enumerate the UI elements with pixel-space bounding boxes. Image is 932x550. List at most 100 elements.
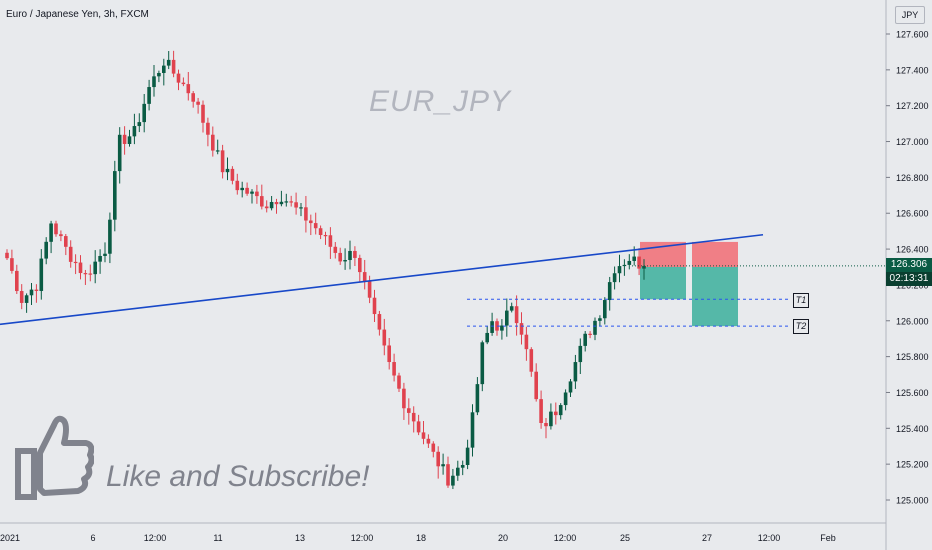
candle-body bbox=[588, 333, 592, 335]
candle-body bbox=[632, 256, 636, 261]
candle-body bbox=[465, 447, 470, 465]
candle-body bbox=[122, 134, 127, 144]
candle-body bbox=[284, 201, 289, 203]
y-tick-label: 125.000 bbox=[896, 496, 929, 506]
x-tick-label: 27 bbox=[702, 533, 712, 543]
candle-body bbox=[181, 82, 186, 85]
candle-body bbox=[29, 289, 34, 296]
candle-body bbox=[500, 325, 504, 331]
y-tick-label: 127.200 bbox=[896, 101, 929, 111]
candle-body bbox=[196, 101, 200, 105]
candle-body bbox=[627, 260, 632, 265]
candle-body bbox=[117, 134, 122, 172]
bar-countdown: 02:13:31 bbox=[886, 271, 932, 286]
target-label-t1[interactable]: T1 bbox=[793, 293, 809, 308]
candle-body bbox=[78, 262, 83, 274]
candle-body bbox=[568, 381, 573, 393]
candle-body bbox=[88, 273, 93, 275]
candle-body bbox=[166, 59, 171, 66]
candle-body bbox=[529, 349, 534, 372]
x-tick-label: 20 bbox=[498, 533, 508, 543]
x-tick-label: 12:00 bbox=[144, 533, 167, 543]
candle-body bbox=[240, 187, 244, 191]
candle-body bbox=[431, 443, 436, 452]
candle-body bbox=[5, 252, 9, 259]
candle-body bbox=[377, 314, 382, 330]
candle-body bbox=[157, 72, 161, 77]
candle-body bbox=[10, 258, 14, 271]
candle-body bbox=[235, 180, 240, 191]
stop-zone bbox=[640, 241, 686, 267]
y-tick-label: 125.800 bbox=[896, 352, 929, 362]
candle-body bbox=[578, 345, 583, 363]
candle-body bbox=[607, 282, 612, 301]
candle-body bbox=[206, 122, 210, 135]
y-tick-label: 126.400 bbox=[896, 245, 929, 255]
candle-body bbox=[98, 255, 102, 262]
candle-body bbox=[132, 126, 137, 137]
candle-body bbox=[15, 270, 19, 292]
candle-body bbox=[142, 103, 146, 123]
candle-body bbox=[108, 219, 112, 254]
candle-body bbox=[49, 223, 53, 242]
candle-body bbox=[269, 201, 274, 209]
candle-body bbox=[387, 345, 391, 363]
candle-body bbox=[34, 289, 39, 291]
x-tick-label: 12:00 bbox=[554, 533, 577, 543]
candle-body bbox=[215, 150, 220, 152]
position-zones bbox=[640, 241, 738, 327]
candle-body bbox=[509, 306, 514, 311]
candle-body bbox=[68, 246, 73, 262]
candle-body bbox=[225, 168, 230, 173]
candle-body bbox=[348, 250, 352, 261]
candle-body bbox=[642, 265, 646, 269]
candle-body bbox=[539, 399, 543, 424]
candle-body bbox=[456, 467, 460, 476]
candle-body bbox=[304, 207, 308, 221]
y-tick-label: 126.600 bbox=[896, 209, 929, 219]
candle-body bbox=[313, 223, 318, 229]
currency-badge[interactable]: JPY bbox=[895, 6, 925, 24]
chart-title: Euro / Japanese Yen, 3h, FXCM bbox=[6, 9, 149, 20]
candle-body bbox=[289, 201, 293, 203]
candle-body bbox=[558, 405, 563, 416]
candle-body bbox=[44, 241, 48, 259]
candle-body bbox=[147, 87, 151, 104]
y-tick-label: 127.600 bbox=[896, 30, 929, 40]
drawings bbox=[0, 233, 886, 327]
candle-body bbox=[397, 375, 401, 389]
candle-body bbox=[490, 321, 494, 333]
candle-body bbox=[563, 392, 568, 406]
candle-body bbox=[309, 220, 313, 224]
candle-body bbox=[583, 333, 587, 346]
candle-body bbox=[328, 235, 333, 247]
candle-body bbox=[593, 320, 597, 335]
candle-body bbox=[362, 272, 367, 282]
x-tick-label: Feb bbox=[820, 533, 836, 543]
candle-body bbox=[333, 246, 338, 253]
candle-body bbox=[372, 297, 377, 315]
candle-body bbox=[176, 73, 181, 83]
candle-body bbox=[622, 264, 627, 267]
candle-body bbox=[113, 171, 117, 220]
candle-body bbox=[294, 202, 298, 208]
candle-body bbox=[264, 206, 269, 209]
subscribe-callout: Like and Subscribe! bbox=[106, 460, 370, 493]
candles bbox=[5, 50, 646, 490]
target-label-t2[interactable]: T2 bbox=[793, 319, 809, 334]
candle-body bbox=[162, 65, 166, 73]
trendline bbox=[0, 233, 764, 326]
candle-body bbox=[299, 207, 303, 209]
candle-body bbox=[186, 84, 191, 94]
x-tick-label: 25 bbox=[620, 533, 630, 543]
candle-body bbox=[93, 261, 97, 275]
thumbs-up-icon bbox=[15, 415, 94, 500]
candle-body bbox=[211, 134, 215, 151]
candle-body bbox=[524, 334, 529, 350]
candle-body bbox=[505, 310, 509, 326]
y-tick-label: 125.400 bbox=[896, 424, 929, 434]
symbol-watermark: EUR_JPY bbox=[369, 85, 512, 118]
candle-body bbox=[573, 362, 578, 382]
